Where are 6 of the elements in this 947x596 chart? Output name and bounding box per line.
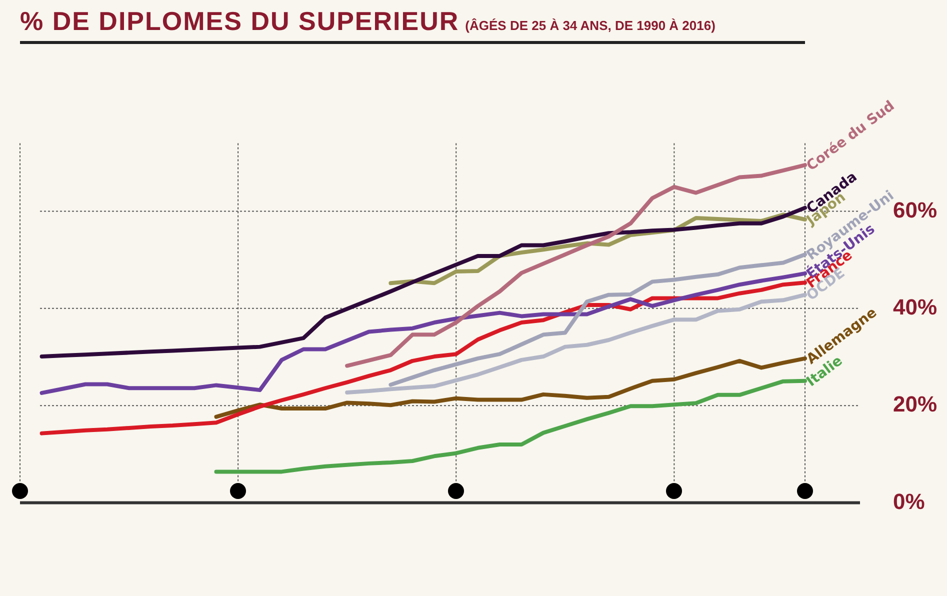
y-tick-label: 40% <box>893 294 938 320</box>
chart-title: % DE DIPLOMES DU SUPERIEUR <box>20 6 460 36</box>
chart-subtitle: (ÂGÉS DE 25 À 34 ANS, DE 1990 À 2016) <box>465 18 716 33</box>
y-tick-label: 0% <box>893 488 925 514</box>
y-tick-label: 60% <box>893 197 938 222</box>
y-tick-label: 20% <box>893 392 938 417</box>
